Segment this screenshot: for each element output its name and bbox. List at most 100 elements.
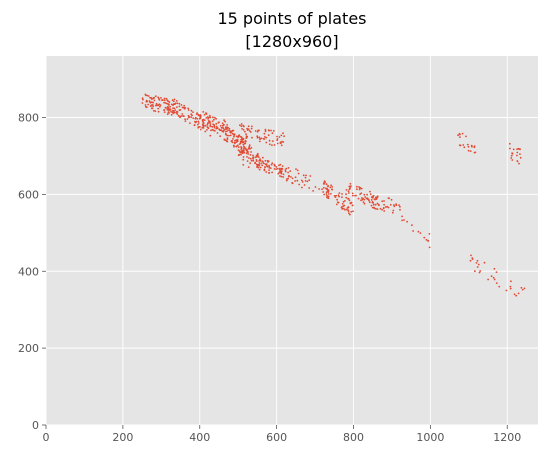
data-point <box>142 98 144 101</box>
data-point <box>170 103 173 106</box>
data-point <box>359 186 362 189</box>
data-point <box>156 104 159 107</box>
data-point <box>226 138 229 141</box>
data-point <box>176 110 178 113</box>
data-point <box>258 168 261 171</box>
data-point <box>343 204 346 207</box>
data-point <box>282 141 285 143</box>
data-point <box>273 164 276 167</box>
data-point <box>345 196 348 199</box>
data-point <box>357 197 360 200</box>
data-point <box>166 99 169 101</box>
data-point <box>276 142 279 145</box>
data-point <box>219 124 222 127</box>
data-point <box>360 199 362 202</box>
data-point <box>373 198 376 201</box>
data-point <box>271 132 274 135</box>
data-point <box>230 140 233 143</box>
data-point <box>230 131 232 134</box>
x-tick-label: 200 <box>112 431 133 444</box>
data-point <box>204 130 207 133</box>
data-point <box>246 127 249 130</box>
data-point <box>483 261 486 264</box>
data-point <box>511 159 514 161</box>
data-point <box>406 220 408 223</box>
data-point <box>164 106 167 109</box>
data-point <box>163 109 165 111</box>
data-point <box>242 129 245 131</box>
data-point <box>237 146 240 149</box>
data-point <box>470 254 472 257</box>
data-point <box>509 285 512 288</box>
data-point <box>187 114 190 117</box>
data-point <box>249 157 252 160</box>
data-point <box>466 143 469 146</box>
data-point <box>267 129 270 132</box>
data-point <box>252 154 254 157</box>
data-point <box>249 154 252 156</box>
data-point <box>337 194 340 197</box>
data-point <box>233 144 235 147</box>
data-point <box>261 160 264 163</box>
data-point <box>521 288 524 291</box>
data-point <box>235 139 238 142</box>
data-point <box>300 179 303 182</box>
data-point <box>222 130 225 133</box>
data-point <box>513 293 516 296</box>
data-point <box>176 102 179 105</box>
data-point <box>347 209 350 212</box>
data-point <box>252 156 255 159</box>
data-point <box>187 109 190 111</box>
data-point <box>254 156 257 159</box>
data-point <box>308 187 311 189</box>
data-point <box>206 129 208 131</box>
data-point <box>212 123 215 126</box>
data-point <box>240 125 243 128</box>
data-point <box>341 205 344 208</box>
data-point <box>168 109 170 112</box>
data-point <box>202 111 205 113</box>
data-point <box>240 153 242 156</box>
data-point <box>469 150 472 153</box>
data-point <box>270 163 273 166</box>
data-point <box>153 109 155 112</box>
data-point <box>463 146 466 149</box>
data-point <box>360 187 363 190</box>
data-point <box>153 99 156 102</box>
data-point <box>516 154 518 157</box>
data-point <box>265 171 268 173</box>
data-point <box>144 94 147 97</box>
data-point <box>296 169 299 172</box>
data-point <box>245 140 247 143</box>
y-tick-label: 400 <box>18 265 39 278</box>
data-point <box>246 149 249 151</box>
data-point <box>493 267 496 270</box>
data-point <box>172 107 174 110</box>
data-point <box>347 206 350 208</box>
data-point <box>246 151 249 154</box>
data-point <box>351 192 354 195</box>
data-point <box>238 150 241 153</box>
data-point <box>264 163 267 166</box>
data-point <box>167 111 170 114</box>
data-point <box>361 198 364 201</box>
data-point <box>228 127 231 130</box>
chart-title-line-1: 15 points of plates <box>217 9 366 28</box>
data-point <box>251 125 253 128</box>
data-point <box>403 219 405 221</box>
data-point <box>166 108 169 111</box>
data-point <box>209 123 212 125</box>
data-point <box>264 128 267 131</box>
data-point <box>384 206 387 208</box>
data-point <box>191 114 193 117</box>
data-point <box>161 99 163 102</box>
data-point <box>268 167 271 169</box>
data-point <box>145 106 148 109</box>
data-point <box>412 230 414 232</box>
data-point <box>196 117 199 120</box>
data-point <box>245 135 248 138</box>
data-point <box>258 160 260 162</box>
data-point <box>314 186 317 188</box>
data-point <box>197 123 199 126</box>
data-point <box>511 152 514 155</box>
